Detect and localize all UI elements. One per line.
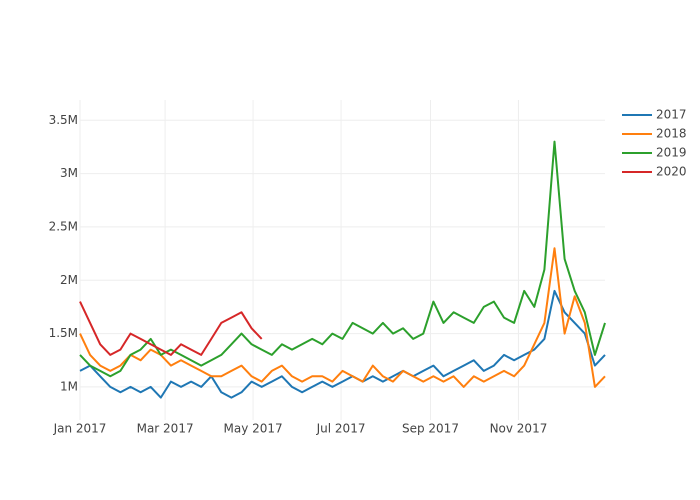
series-line	[79, 301, 263, 356]
x-tick-label: Mar 2017	[137, 422, 194, 436]
x-tick-label: Sep 2017	[402, 422, 459, 436]
y-tick-label: 1.5M	[49, 326, 78, 340]
y-tick-label: 3.5M	[49, 113, 78, 127]
legend-label: 2019	[656, 146, 687, 160]
x-tick-label: Jul 2017	[316, 422, 366, 436]
legend-label: 2018	[656, 127, 687, 141]
legend-label: 2020	[656, 165, 687, 179]
legend: 2017 2018 2019 2020	[622, 108, 687, 179]
y-tick-label: 2.5M	[49, 219, 78, 233]
x-tick-label: Jan 2017	[53, 422, 107, 436]
x-tick-label: May 2017	[223, 422, 282, 436]
legend-label: 2017	[656, 108, 687, 122]
series-line	[79, 289, 606, 399]
series-line	[79, 247, 606, 388]
y-tick-label: 3M	[60, 166, 78, 180]
y-tick-label: 2M	[60, 273, 78, 287]
series-line	[79, 140, 606, 378]
y-tick-label: 1M	[60, 379, 78, 393]
x-tick-label: Nov 2017	[490, 422, 548, 436]
